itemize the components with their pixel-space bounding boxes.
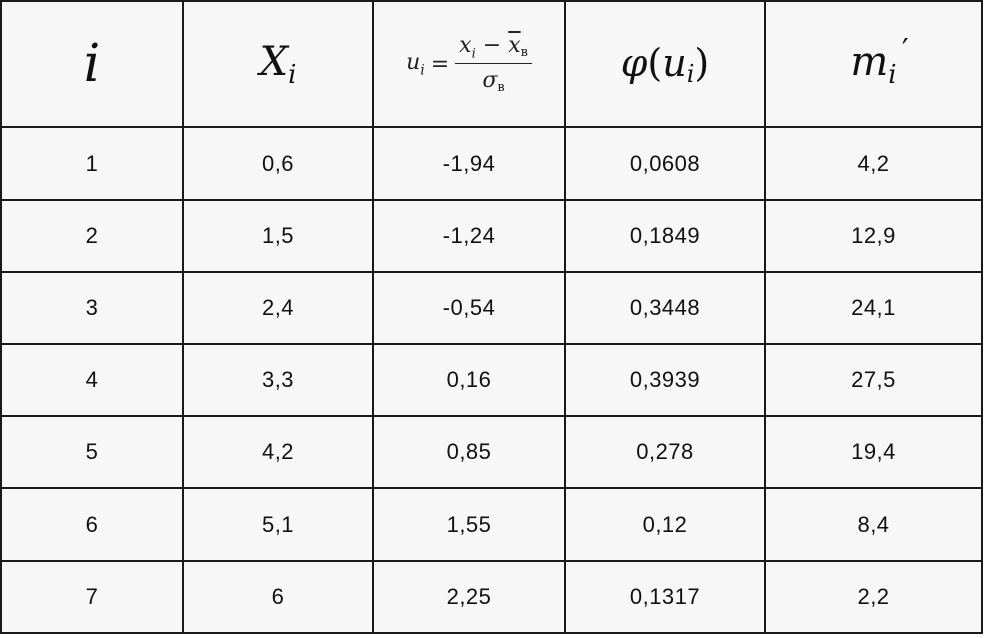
table-row: 2 1,5 -1,24 0,1849 12,9	[0, 198, 983, 273]
table-row: 1 0,6 -1,94 0,0608 4,2	[0, 126, 983, 201]
cell-mi: 8,4	[764, 487, 983, 562]
cell-xi: 4,2	[182, 415, 374, 490]
header-xi-symbol: Xi	[259, 38, 297, 90]
cell-ui: -1,24	[372, 198, 566, 273]
cell-phi: 0,0608	[564, 126, 766, 201]
cell-mi: 19,4	[764, 415, 983, 490]
cell-ui: 1,55	[372, 487, 566, 562]
cell-mi: 2,2	[764, 559, 983, 635]
cell-i: 7	[0, 559, 184, 635]
cell-phi: 0,12	[564, 487, 766, 562]
cell-i: 3	[0, 270, 184, 346]
cell-mi: 27,5	[764, 343, 983, 418]
table-row: 3 2,4 -0,54 0,3448 24,1	[0, 270, 983, 346]
cell-xi: 1,5	[182, 198, 374, 273]
formula-denominator: σв	[482, 68, 505, 96]
header-phi: φ(ui)	[564, 0, 766, 129]
cell-phi: 0,3939	[564, 343, 766, 418]
cell-phi: 0,1317	[564, 559, 766, 635]
formula-numerator: xi − xв	[455, 33, 532, 65]
table-row: 7 6 2,25 0,1317 2,2	[0, 559, 983, 635]
cell-phi: 0,278	[564, 415, 766, 490]
table-row: 4 3,3 0,16 0,3939 27,5	[0, 343, 983, 418]
cell-ui: 0,85	[372, 415, 566, 490]
cell-i: 1	[0, 126, 184, 201]
header-ui-formula: ui = xi − xв σв	[372, 0, 566, 129]
header-xi: Xi	[182, 0, 374, 129]
ui-formula: ui = xi − xв σв	[406, 33, 532, 95]
cell-i: 2	[0, 198, 184, 273]
table-row: 5 4,2 0,85 0,278 19,4	[0, 415, 983, 490]
header-mi-prime-symbol: mi ′	[850, 32, 909, 90]
cell-ui: -0,54	[372, 270, 566, 346]
cell-i: 4	[0, 343, 184, 418]
cell-ui: -1,94	[372, 126, 566, 201]
cell-xi: 6	[182, 559, 374, 635]
header-mi-prime: mi ′	[764, 0, 983, 129]
cell-xi: 3,3	[182, 343, 374, 418]
cell-xi: 5,1	[182, 487, 374, 562]
cell-mi: 4,2	[764, 126, 983, 201]
cell-ui: 0,16	[372, 343, 566, 418]
cell-phi: 0,1849	[564, 198, 766, 273]
header-i-symbol: i	[83, 34, 101, 95]
header-phi-symbol: φ(ui)	[620, 40, 710, 88]
cell-i: 5	[0, 415, 184, 490]
table-row: 6 5,1 1,55 0,12 8,4	[0, 487, 983, 562]
formula-fraction: xi − xв σв	[455, 33, 532, 95]
header-i: i	[0, 0, 184, 129]
cell-mi: 24,1	[764, 270, 983, 346]
cell-phi: 0,3448	[564, 270, 766, 346]
cell-xi: 2,4	[182, 270, 374, 346]
cell-i: 6	[0, 487, 184, 562]
cell-mi: 12,9	[764, 198, 983, 273]
cell-xi: 0,6	[182, 126, 374, 201]
header-row: i Xi ui = xi − xв σв φ(ui) mi ′	[0, 0, 983, 129]
cell-ui: 2,25	[372, 559, 566, 635]
